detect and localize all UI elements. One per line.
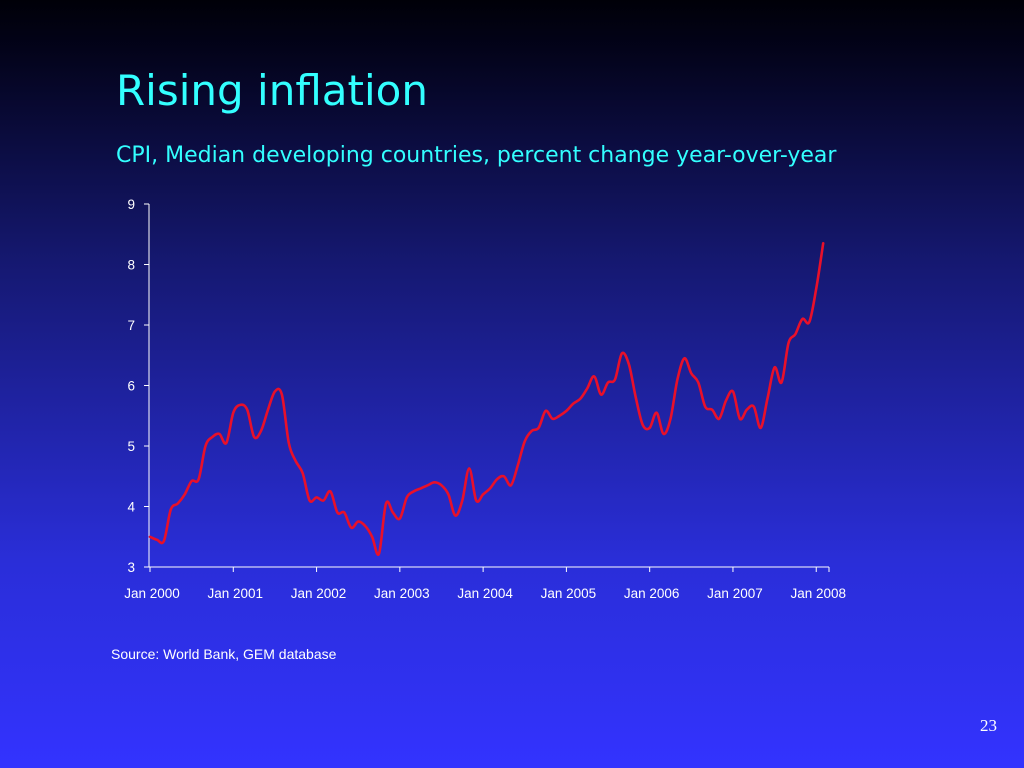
x-tick-label: Jan 2003 [374,586,430,601]
y-tick-label: 7 [127,318,135,333]
y-tick-label: 9 [127,197,135,212]
x-tick-label: Jan 2001 [207,586,263,601]
y-tick-label: 8 [127,258,135,273]
page-number: 23 [980,716,997,735]
x-tick-label: Jan 2004 [457,586,513,601]
y-tick-label: 5 [127,439,135,454]
x-tick-label: Jan 2005 [541,586,597,601]
slide-title: Rising inflation [116,66,428,115]
chart-axes: 3 4 5 6 7 8 9 Jan 2000 Jan 2001 Jan 2002 Jan 2003 J… [124,197,846,601]
y-tick-label: 6 [127,379,135,394]
chart-series [148,242,825,557]
x-tick-label: Jan 2007 [707,586,763,601]
x-tick-label: Jan 2008 [790,586,846,601]
y-tick-label: 3 [127,560,135,575]
x-tick-label: Jan 2000 [124,586,180,601]
x-tick-label: Jan 2006 [624,586,680,601]
x-tick-label: Jan 2002 [291,586,347,601]
y-tick-label: 4 [127,500,135,515]
chart-subtitle: CPI, Median developing countries, percen… [116,143,837,168]
cpi-series-line [148,242,825,557]
source-note: Source: World Bank, GEM database [111,646,337,662]
